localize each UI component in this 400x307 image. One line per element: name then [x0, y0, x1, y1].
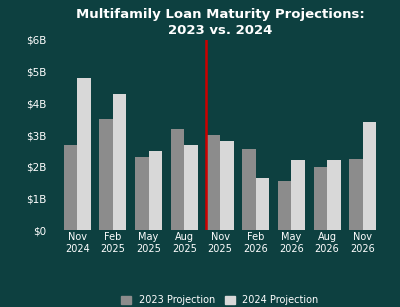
Title: Multifamily Loan Maturity Projections:
2023 vs. 2024: Multifamily Loan Maturity Projections: 2…: [76, 8, 364, 37]
Bar: [291, 161, 305, 230]
Bar: [113, 94, 126, 230]
Bar: [171, 129, 184, 230]
Bar: [206, 135, 220, 230]
Bar: [242, 150, 256, 230]
Bar: [220, 142, 234, 230]
Bar: [363, 122, 376, 230]
Legend: 2023 Projection, 2024 Projection: 2023 Projection, 2024 Projection: [121, 295, 319, 305]
Bar: [256, 178, 269, 230]
Bar: [77, 78, 91, 230]
Bar: [314, 167, 327, 230]
Bar: [64, 145, 77, 230]
Bar: [135, 157, 149, 230]
Bar: [149, 151, 162, 230]
Bar: [327, 161, 341, 230]
Bar: [184, 145, 198, 230]
Bar: [99, 119, 113, 230]
Bar: [349, 159, 363, 230]
Bar: [278, 181, 291, 230]
